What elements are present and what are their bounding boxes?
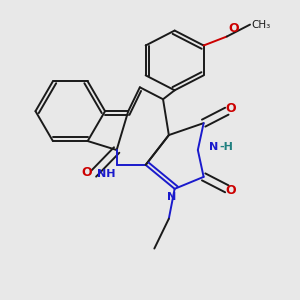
Text: O: O: [226, 102, 236, 115]
Text: CH₃: CH₃: [251, 20, 271, 30]
Text: O: O: [81, 166, 92, 179]
Text: -H: -H: [220, 142, 233, 152]
Text: O: O: [228, 22, 239, 35]
Text: O: O: [226, 184, 236, 197]
Text: N: N: [209, 142, 219, 152]
Text: NH: NH: [97, 169, 116, 179]
Text: N: N: [167, 192, 176, 202]
